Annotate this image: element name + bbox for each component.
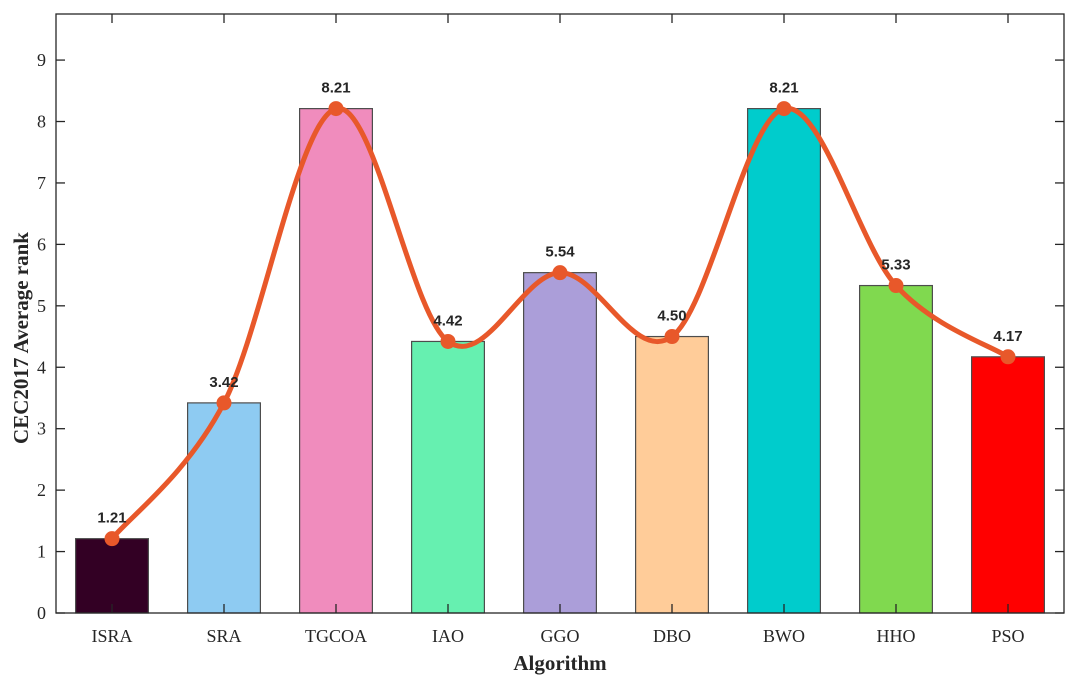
y-tick-label-4: 4 (37, 357, 46, 377)
x-tick-label-dbo: DBO (653, 626, 691, 646)
y-axis-title: CEC2017 Average rank (9, 232, 33, 444)
tick-marks (56, 14, 1064, 614)
x-tick-label-tgcoa: TGCOA (305, 626, 367, 646)
data-label-dbo: 4.50 (657, 308, 686, 325)
data-label-tgcoa: 8.21 (321, 80, 350, 97)
x-tick-label-sra: SRA (206, 626, 241, 646)
y-tick-label-2: 2 (37, 480, 46, 500)
y-tick-label-9: 9 (37, 50, 46, 70)
x-tick-label-iao: IAO (432, 626, 464, 646)
bar-hho (858, 284, 933, 614)
y-tick-label-1: 1 (37, 542, 46, 562)
x-axis-title: Algorithm (513, 651, 607, 675)
x-tick-label-pso: PSO (991, 626, 1024, 646)
trend-curve-layer (104, 101, 1016, 547)
bar-sra (187, 402, 262, 614)
curve-marker-sra (216, 395, 232, 411)
curve-marker-iao (440, 333, 456, 349)
bar-dbo (634, 335, 709, 614)
y-tick-label-6: 6 (37, 234, 46, 254)
bar-iao (411, 340, 486, 614)
curve-marker-isra (104, 531, 120, 547)
data-label-hho: 5.33 (881, 257, 910, 274)
curve-marker-dbo (664, 329, 680, 345)
bar-isra (74, 538, 150, 614)
x-tick-labels: ISRA SRA TGCOA IAO GGO DBO BWO HHO PSO (91, 626, 1024, 646)
y-tick-label-5: 5 (37, 296, 46, 316)
bar-ggo (522, 272, 597, 614)
data-label-bwo: 8.21 (769, 80, 798, 97)
data-label-iao: 4.42 (433, 312, 462, 329)
data-label-ggo: 5.54 (545, 244, 575, 261)
trend-curve (109, 106, 1011, 542)
x-tick-label-bwo: BWO (763, 626, 805, 646)
curve-marker-bwo (776, 101, 792, 117)
y-tick-label-8: 8 (37, 112, 46, 132)
y-tick-label-7: 7 (37, 173, 46, 193)
bar-tgcoa (299, 108, 374, 614)
curve-marker-ggo (552, 265, 568, 281)
x-tick-label-ggo: GGO (541, 626, 580, 646)
y-tick-label-0: 0 (37, 603, 46, 623)
x-tick-label-hho: HHO (877, 626, 916, 646)
curve-marker-hho (888, 278, 904, 294)
data-labels: 1.21 3.42 8.21 4.42 5.54 4.50 8.21 5.33 4.17 (97, 80, 1022, 527)
curve-marker-pso (1000, 349, 1016, 365)
data-label-pso: 4.17 (993, 328, 1022, 345)
x-tick-label-isra: ISRA (91, 626, 132, 646)
bar-bwo (746, 108, 821, 614)
y-tick-label-3: 3 (37, 419, 46, 439)
y-tick-labels: 0 1 2 3 4 5 6 7 8 9 (37, 50, 46, 623)
bars-layer (74, 108, 1045, 614)
data-label-isra: 1.21 (97, 510, 126, 527)
bar-pso (970, 356, 1045, 614)
curve-marker-tgcoa (328, 101, 344, 117)
data-label-sra: 3.42 (209, 374, 238, 391)
